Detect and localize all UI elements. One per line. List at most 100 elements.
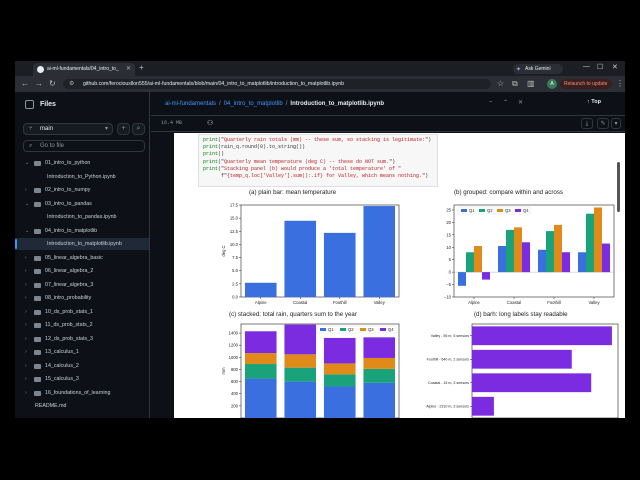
- file-item[interactable]: Introduction_to_pandas.ipynb: [15, 211, 149, 223]
- grouped-bar: [458, 272, 466, 286]
- ask-gemini-button[interactable]: ✦ Ask Gemini: [513, 64, 563, 74]
- folder-icon: [34, 228, 41, 234]
- grouped-bar: [586, 213, 594, 273]
- file-item[interactable]: Introduction_to_matplotlib.ipynb: [15, 238, 149, 250]
- go-to-file-input[interactable]: ⌕ Go to file: [23, 140, 145, 152]
- sidepanel-icon[interactable]: ▥: [527, 79, 535, 88]
- maximize-icon[interactable]: ☐: [597, 64, 604, 71]
- forward-icon[interactable]: →: [35, 79, 43, 88]
- collapse-icon[interactable]: ⌃: [503, 100, 509, 106]
- breadcrumb-repo[interactable]: ai-ml-fundamentals: [165, 101, 217, 107]
- x-tick-label: Alpine: [255, 300, 267, 305]
- y-tick-label: 10.0: [230, 242, 239, 247]
- x-tick-label: Alpine: [468, 300, 480, 305]
- legend-swatch: [461, 209, 467, 212]
- chart-c: 200400600800100012001400mmAlpineCoastalF…: [221, 323, 400, 418]
- chevron-down-icon: ⌄: [25, 160, 30, 166]
- chevron-right-icon: ›: [25, 308, 27, 315]
- folder-item[interactable]: › 08_intro_probability: [15, 292, 149, 304]
- stacked-bar-segment: [244, 364, 277, 379]
- folder-item[interactable]: ⌄ 04_intro_to_matplotlib: [15, 225, 149, 237]
- code-line: print("Quarterly mean temperature (deg C…: [203, 159, 395, 165]
- file-item[interactable]: Introduction_to_Python.ipynb: [15, 171, 149, 183]
- legend-box: [457, 206, 531, 215]
- folder-icon: [34, 269, 41, 274]
- legend-swatch: [479, 209, 485, 212]
- y-tick-label: 15: [446, 232, 451, 237]
- code-token: Quarterly mean temperature (deg C) -- th…: [224, 158, 390, 165]
- url-field[interactable]: ⚙ github.com/ferociousllon555/ai-ml-fund…: [63, 79, 491, 89]
- y-tick-label: 25: [446, 207, 451, 212]
- sidebar-toggle-icon[interactable]: [25, 100, 34, 109]
- window-close-icon[interactable]: ✕: [612, 64, 618, 71]
- relaunch-button[interactable]: Relaunch to update: [560, 79, 612, 89]
- selected-indicator: [15, 239, 17, 249]
- folder-icon: [34, 323, 41, 328]
- folder-item[interactable]: › 11_ds_prob_stats_2: [15, 319, 149, 331]
- folder-item[interactable]: ⌄ 01_intro_to_python: [15, 157, 149, 169]
- scrollbar[interactable]: [617, 162, 620, 212]
- github-icon: [37, 66, 44, 73]
- stacked-bar-segment: [323, 374, 356, 387]
- folder-item[interactable]: › 12_ds_prob_stats_3: [15, 333, 149, 345]
- code-token: print: [203, 158, 219, 165]
- folder-item[interactable]: › 15_calculus_3: [15, 373, 149, 385]
- folder-item[interactable]: › 05_linear_algebra_basic: [15, 252, 149, 264]
- close-tab-icon[interactable]: ✕: [125, 66, 131, 72]
- file-sidebar: Files ⑂ main ▾ + ⌕ ⌕ Go to file ⌄ 01_intr…: [15, 92, 150, 418]
- folder-label: 10_ds_prob_stats_1: [45, 308, 94, 315]
- folder-item[interactable]: › 06_linear_algebra_2: [15, 265, 149, 277]
- folder-icon: [34, 188, 41, 193]
- folder-item[interactable]: › 14_calculus_2: [15, 360, 149, 372]
- chart-a-title: (a) plain bar: mean temperature: [249, 189, 337, 196]
- y-tick-label: 1400: [229, 331, 239, 336]
- new-tab-icon[interactable]: +: [139, 63, 144, 72]
- bookmark-icon[interactable]: ☆: [497, 79, 505, 88]
- bar: [244, 282, 277, 297]
- file-toolbar: 16.4 MB ⚇ ⤓ ✎ ▾: [151, 115, 625, 132]
- file-item[interactable]: README.md: [15, 400, 149, 412]
- grouped-bar: [578, 252, 586, 273]
- breadcrumb-folder[interactable]: 04_intro_to_matplotlib: [223, 101, 283, 107]
- chevron-right-icon: ›: [25, 281, 27, 288]
- grouped-bar: [554, 224, 562, 273]
- top-button[interactable]: ↑ Top: [587, 99, 601, 105]
- more-icon[interactable]: ▾: [611, 118, 621, 129]
- menu-icon[interactable]: ⋮: [616, 79, 624, 88]
- plot-frame: [240, 204, 400, 298]
- copilot-icon[interactable]: ⚇: [207, 120, 214, 127]
- folder-item[interactable]: › 10_ds_prob_stats_1: [15, 306, 149, 318]
- legend-label: Q1: [328, 327, 334, 332]
- edit-icon[interactable]: ✎: [597, 118, 609, 129]
- copy-path-icon[interactable]: –: [489, 99, 493, 105]
- grouped-bar: [474, 246, 482, 273]
- back-icon[interactable]: ←: [21, 79, 29, 88]
- reload-icon[interactable]: ↻: [49, 79, 56, 88]
- folder-item[interactable]: ⌄ 03_intro_to_pandas: [15, 198, 149, 210]
- chevron-right-icon: ›: [25, 268, 27, 274]
- y-tick-label: 200: [231, 403, 239, 408]
- extensions-icon[interactable]: ⧉: [512, 79, 518, 88]
- stacked-bar-segment: [284, 381, 317, 418]
- search-button[interactable]: ⌕: [132, 123, 145, 135]
- close-panel-icon[interactable]: ✕: [518, 100, 524, 106]
- grouped-bar: [546, 231, 554, 273]
- avatar[interactable]: A: [547, 79, 557, 89]
- barh-bar: [472, 326, 612, 346]
- y-tick-label: −5: [446, 282, 451, 287]
- site-info-icon: ⚙: [69, 81, 75, 87]
- folder-item[interactable]: › 07_linear_algebra_3: [15, 279, 149, 291]
- folder-item[interactable]: › 13_calculus_1: [15, 346, 149, 358]
- browser-tab[interactable]: ai-ml-fundamentals/04_intro_to_ ✕: [33, 63, 135, 76]
- branch-selector[interactable]: ⑂ main ▾: [23, 123, 113, 135]
- barh-bar: [472, 349, 572, 369]
- folder-item[interactable]: › 16_foundations_of_learning: [15, 387, 149, 399]
- add-file-button[interactable]: +: [117, 123, 130, 135]
- search-icon: ⌕: [29, 143, 33, 149]
- minimize-icon[interactable]: —: [583, 63, 590, 70]
- y-tick-label: 17.5: [230, 203, 239, 208]
- download-icon[interactable]: ⤓: [581, 118, 593, 129]
- folder-label: 01_intro_to_python: [45, 160, 91, 166]
- folder-item[interactable]: › 02_intro_to_numpy: [15, 184, 149, 196]
- chevron-down-icon: ⌄: [25, 227, 30, 234]
